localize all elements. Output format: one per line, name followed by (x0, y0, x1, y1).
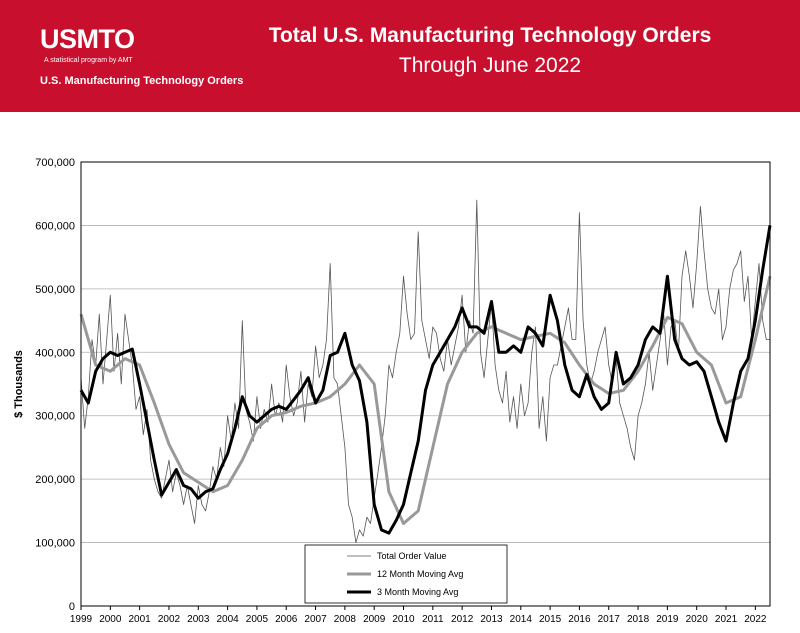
y-tick-label: 400,000 (35, 347, 75, 359)
x-tick-label: 2004 (216, 614, 239, 625)
x-tick-label: 2014 (510, 614, 533, 625)
x-tick-label: 2001 (129, 614, 152, 625)
chart-subtitle: Through June 2022 (398, 54, 582, 77)
x-tick-label: 2010 (392, 614, 415, 625)
legend: Total Order Value 12 Month Moving Avg 3 Mo… (304, 544, 508, 604)
series-line-total-order-value (80, 199, 770, 544)
series-line-12-month-moving-avg (79, 275, 772, 525)
x-tick-label: 2011 (422, 614, 444, 625)
series-lines (79, 199, 772, 544)
legend-box (304, 544, 508, 604)
y-tick-label: 500,000 (35, 284, 75, 296)
series-line-3-month-moving-avg (79, 225, 772, 535)
x-axis-ticks: 1999 2000 2001 2002 2003 2004 2005 2006 2007 2008… (70, 606, 767, 625)
x-tick-label: 2015 (539, 614, 562, 625)
y-tick-label: 100,000 (35, 538, 75, 550)
x-tick-label: 2016 (568, 614, 591, 625)
x-tick-label: 2009 (363, 614, 386, 625)
x-tick-label: 2002 (158, 614, 181, 625)
line-chart: 0 100,000 200,000 300,000 400,000 500,000 600,… (13, 157, 772, 625)
grid-lines (81, 161, 770, 607)
x-tick-label: 1999 (70, 614, 93, 625)
x-tick-label: 2022 (744, 614, 767, 625)
y-tick-label: 700,000 (35, 157, 75, 169)
y-tick-label: 300,000 (35, 411, 75, 423)
legend-label: 3 Month Moving Avg (377, 587, 458, 597)
y-axis-ticks: 0 100,000 200,000 300,000 400,000 500,000 600,… (35, 157, 75, 613)
legend-label: 12 Month Moving Avg (377, 569, 463, 579)
x-tick-label: 2008 (334, 614, 357, 625)
x-tick-label: 2005 (246, 614, 269, 625)
x-tick-label: 2021 (715, 614, 738, 625)
x-tick-label: 2007 (304, 614, 327, 625)
x-tick-label: 2018 (627, 614, 650, 625)
program-name: U.S. Manufacturing Technology Orders (40, 75, 244, 87)
x-tick-label: 2012 (451, 614, 474, 625)
y-tick-label: 600,000 (35, 220, 75, 232)
chart-title: Total U.S. Manufacturing Technology Orde… (268, 24, 712, 47)
x-tick-label: 2013 (480, 614, 503, 625)
x-tick-label: 2003 (187, 614, 210, 625)
usmto-logo: USMTO (40, 24, 135, 54)
y-tick-label: 0 (69, 601, 75, 613)
y-axis-label: $ Thousands (13, 350, 25, 418)
x-tick-label: 2006 (275, 614, 298, 625)
plot-border (80, 161, 771, 607)
x-tick-label: 2019 (656, 614, 679, 625)
logo-tagline: A statistical program by AMT (44, 57, 133, 64)
header-banner (0, 0, 800, 112)
x-tick-label: 2020 (686, 614, 709, 625)
legend-label: Total Order Value (377, 551, 446, 561)
x-tick-label: 2000 (99, 614, 122, 625)
x-tick-label: 2017 (598, 614, 621, 625)
y-tick-label: 200,000 (35, 474, 75, 486)
